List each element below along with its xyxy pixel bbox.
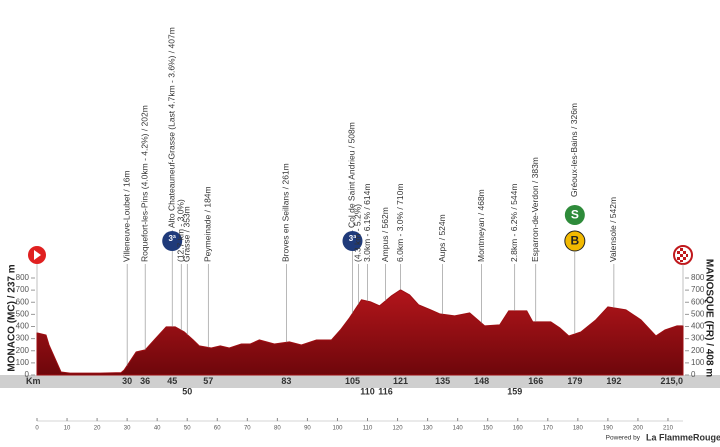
y-tick-label: 0 — [25, 370, 30, 379]
waypoint-label: Col de Saint Andrieu / 508m — [347, 122, 357, 228]
km-marker-low: 159 — [507, 386, 522, 396]
ruler-label: 180 — [573, 426, 584, 432]
km-marker-low: 50 — [182, 386, 192, 396]
y2-tick-label: 200 — [691, 346, 705, 355]
waypoint-label: 3.0km - 6.1% / 614m — [362, 184, 372, 262]
km-marker: 166 — [528, 376, 543, 386]
waypoint-label: Gréoux-les-Bains / 326m — [569, 103, 579, 197]
y2-tick-label: 300 — [691, 334, 705, 343]
y-tick-label: 200 — [16, 346, 30, 355]
ruler-label: 150 — [483, 426, 494, 432]
ruler-label: 70 — [244, 426, 251, 432]
waypoint-label: Alto Chateauneuf-Grasse (Last 4.7km - 3.… — [166, 27, 176, 228]
ruler-label: 80 — [274, 426, 281, 432]
waypoint-label: Aups / 524m — [437, 214, 447, 262]
bonus-badge — [564, 230, 586, 252]
ruler-label: 140 — [453, 426, 464, 432]
bonus-badge-text: B — [570, 234, 579, 248]
finish-icon — [673, 245, 693, 265]
climb-badge — [162, 231, 183, 251]
y-tick-label: 300 — [16, 334, 30, 343]
climb-badge-text: 3ª — [168, 234, 175, 243]
km-marker: 83 — [281, 376, 291, 386]
km-bar — [0, 375, 720, 388]
y-tick-label: 100 — [16, 358, 30, 367]
sprint-badge-text: S — [571, 208, 579, 222]
km-marker: 30 — [122, 376, 132, 386]
ruler-label: 50 — [184, 426, 191, 432]
waypoint-label: Valensole / 542m — [608, 197, 618, 262]
y2-tick-label: 400 — [691, 322, 705, 331]
y-tick-label: 400 — [16, 322, 30, 331]
ruler-label: 90 — [304, 426, 311, 432]
waypoint-label: Peymeinade / 184m — [203, 186, 213, 262]
ruler-label: 190 — [603, 426, 614, 432]
waypoint-label: Montmeyan / 468m — [476, 189, 486, 262]
climb-badge-text: 3ª — [349, 234, 356, 243]
ruler-label: 200 — [633, 426, 644, 432]
waypoint-label: 2.8km - 6.2% / 544m — [509, 184, 519, 262]
waypoint-label: Broves en Seillans / 261m — [281, 163, 291, 262]
ruler-label: 130 — [423, 426, 434, 432]
km-marker: 179 — [567, 376, 582, 386]
km-marker: 135 — [435, 376, 450, 386]
waypoint-label: Roquefort-les-Pins (4.0km - 4.2%) / 202m — [139, 105, 149, 262]
waypoint-label: Esparron-de-Verdon / 383m — [530, 157, 540, 262]
climb-badge — [342, 231, 363, 251]
ruler-label: 100 — [332, 426, 343, 432]
ruler-label: 170 — [543, 426, 554, 432]
ruler-label: 120 — [393, 426, 404, 432]
ruler-label: 30 — [124, 426, 131, 432]
km-marker: 105 — [345, 376, 360, 386]
waypoint-label: (4.3 km - 5.2%) — [353, 204, 363, 262]
start-icon — [28, 246, 46, 264]
km-marker: 45 — [167, 376, 177, 386]
y-tick-label: 500 — [16, 309, 30, 318]
waypoint-label: (12.7 km - 3.0%) — [175, 199, 185, 262]
y-tick-label: 600 — [16, 297, 30, 306]
y2-tick-label: 800 — [691, 273, 705, 282]
km-marker-low: 110 — [360, 386, 375, 396]
ruler-label: 40 — [154, 426, 161, 432]
km-marker: 148 — [474, 376, 489, 386]
km-marker: 57 — [203, 376, 213, 386]
footer-brand: La FlammeRouge — [646, 432, 720, 442]
waypoint-label: Villeneuve-Loubet / 16m — [121, 170, 131, 262]
y2-tick-label: 700 — [691, 285, 705, 294]
km-marker: 36 — [140, 376, 150, 386]
y-tick-label: 800 — [16, 273, 30, 282]
elevation-area — [36, 289, 684, 376]
ruler-label: 20 — [94, 426, 101, 432]
finish-label: MANOSQUE (FR) / 408 m — [703, 259, 714, 377]
ruler-label: 110 — [363, 426, 373, 432]
ruler-label: 210 — [663, 426, 674, 432]
y2-tick-label: 600 — [691, 297, 705, 306]
y-tick-label: 700 — [16, 285, 30, 294]
ruler-label: 160 — [513, 426, 524, 432]
ruler-label: 60 — [214, 426, 221, 432]
y2-tick-label: 100 — [691, 358, 705, 367]
y2-tick-label: 500 — [691, 309, 705, 318]
ruler-label: 10 — [64, 426, 71, 432]
waypoint-label: Ampus / 562m — [380, 207, 390, 262]
km-marker: 215,0 — [660, 376, 683, 386]
km-axis-label: Km — [26, 376, 41, 386]
km-marker-low: 116 — [378, 386, 393, 396]
y2-tick-label: 0 — [691, 370, 696, 379]
footer-prefix: Powered by — [606, 435, 641, 442]
km-marker: 192 — [606, 376, 621, 386]
sprint-badge — [564, 205, 585, 225]
waypoint-label: 6.0km - 3.0% / 710m — [395, 184, 405, 262]
waypoint-label: Grasse / 353m — [181, 206, 191, 262]
start-label: MONACO (MC) / 237 m — [7, 264, 18, 371]
km-marker: 121 — [393, 376, 408, 386]
ruler-label: 0 — [35, 426, 39, 432]
